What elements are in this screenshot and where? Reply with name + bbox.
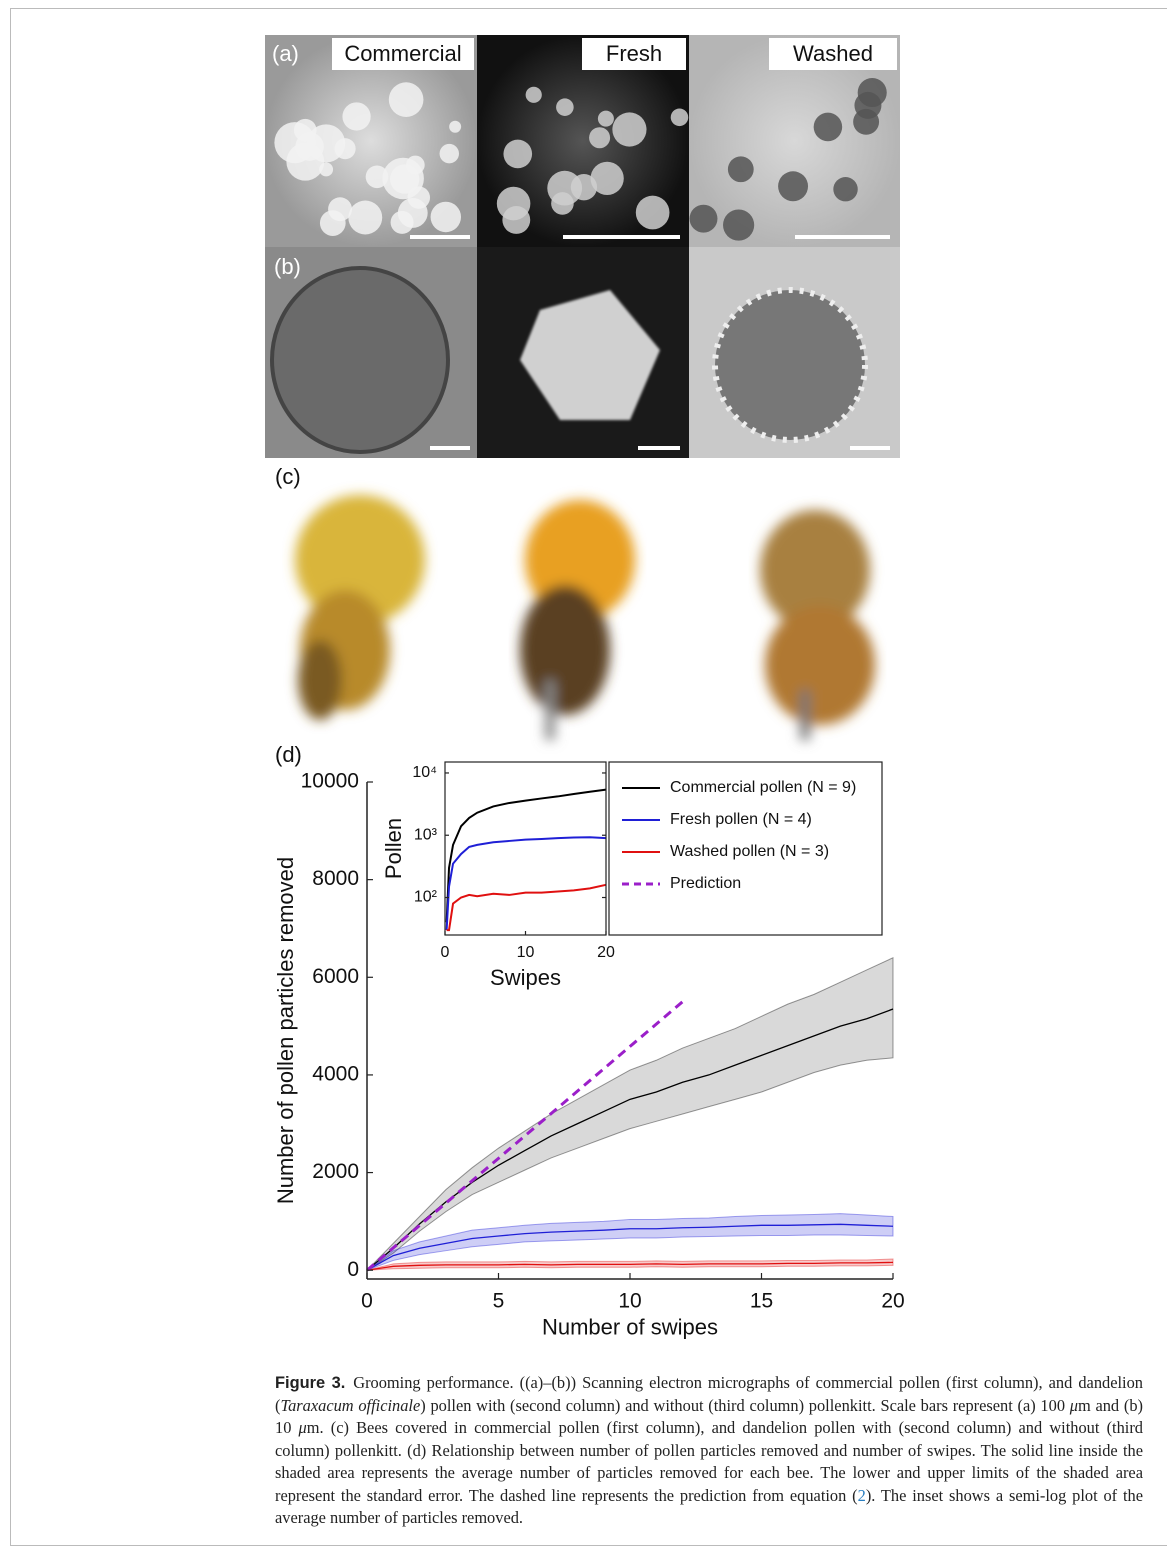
chart: 0 5 10 15 20 0 2000 4000 6000 8000 10000 Number of … [273,762,905,1339]
grain [778,171,808,201]
y-tick-label: 0 [347,1258,359,1281]
grain [598,111,614,127]
y-tick-label: 2000 [312,1160,359,1183]
grain [853,109,879,135]
caption-label: Figure 3. [275,1374,345,1392]
grain [497,187,531,221]
caption-text: μ [1070,1396,1078,1415]
grain [814,113,843,142]
x-tick-label: 20 [597,944,615,961]
y-axis-label: Pollen [381,818,406,879]
bee-pin [800,690,810,740]
plot-background [445,762,606,935]
x-tick-label: 5 [493,1290,505,1313]
y-tick-label: 10³ [414,826,438,843]
grain [728,156,754,182]
micrographs: Commercial Fresh Washed (a) (b) [265,35,900,458]
grain [342,102,370,130]
grain [833,177,857,201]
bee-photo [520,500,635,740]
legend-label: Commercial pollen (N = 9) [670,779,856,796]
bee-body [520,585,610,715]
grain [431,202,461,232]
column-title: Commercial [344,41,461,66]
grain [690,205,718,233]
x-axis-label: Swipes [490,965,561,990]
x-tick-label: 10 [618,1290,641,1313]
caption: Figure 3.Grooming performance. ((a)–(b))… [275,1372,1143,1530]
bee-body [765,605,875,725]
x-axis-label: Number of swipes [542,1314,718,1339]
pollen-grain [715,290,865,440]
page: Commercial Fresh Washed (a) (b) (c) (d) … [0,0,1167,1564]
legend-label: Washed pollen (N = 3) [670,843,829,860]
grain [348,201,382,235]
column-title: Fresh [606,41,662,66]
y-tick-label: 4000 [312,1062,359,1085]
grain [503,140,532,169]
x-tick-label: 20 [881,1290,904,1313]
grain [406,156,425,175]
y-axis-label: Number of pollen particles removed [273,857,298,1204]
y-tick-label: 10² [414,889,438,906]
x-tick-label: 10 [517,944,535,961]
grain [589,127,610,148]
x-tick-label: 15 [750,1290,773,1313]
caption-text[interactable]: 2 [858,1486,866,1505]
x-tick-label: 0 [441,944,450,961]
grain [591,162,624,195]
y-tick-label: 10⁴ [412,764,437,781]
grain [636,196,670,230]
panel-label: (a) [272,41,299,66]
caption-text: ) pollen with (second column) and withou… [420,1396,1069,1415]
grain [723,209,754,240]
bee-leg [298,640,342,720]
panel-label: (c) [275,464,301,489]
grain [440,144,459,163]
figure: Commercial Fresh Washed (a) (b) (c) (d) … [0,0,1167,1360]
bee-photos: (c) (d) [275,464,875,767]
bee-pin [545,680,555,740]
legend-label: Prediction [670,875,741,892]
bee-photo [760,510,875,740]
y-tick-label: 10000 [301,770,359,793]
grain [389,82,424,117]
x-tick-label: 0 [361,1290,373,1313]
grain [407,186,430,209]
bee-photo [295,495,425,720]
y-tick-label: 8000 [312,867,359,890]
caption-text: μ [299,1418,307,1437]
grain [612,112,646,146]
grain [671,109,689,127]
pollen-grain [272,268,448,452]
grain [307,124,345,162]
caption-text: Taraxacum officinale [280,1396,420,1415]
column-title: Washed [793,41,873,66]
panel-label: (d) [275,742,302,767]
grain [449,121,461,133]
legend-label: Fresh pollen (N = 4) [670,811,812,828]
grain [526,87,542,103]
y-tick-label: 6000 [312,965,359,988]
grain [556,98,574,116]
panel-label: (b) [274,254,301,279]
